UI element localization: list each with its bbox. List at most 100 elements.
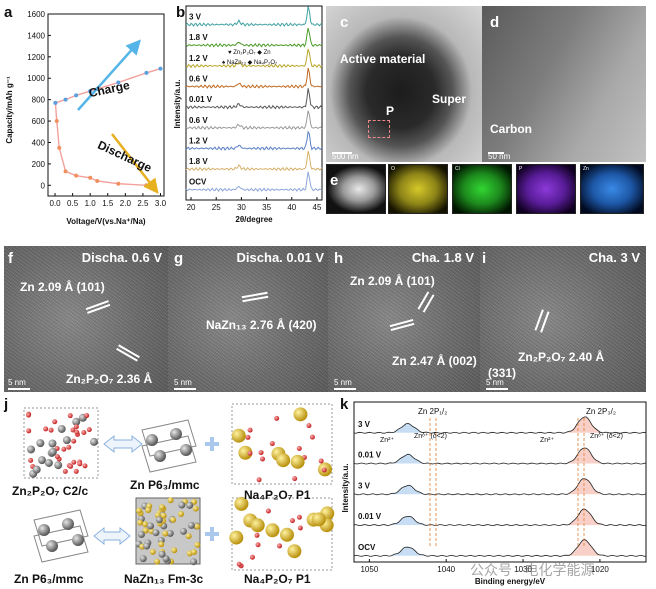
- atom: [274, 415, 280, 421]
- discharge-label: Discharge: [95, 138, 154, 175]
- b-xtick-label: 35: [262, 203, 271, 212]
- k-trace-label: 0.01 V: [358, 451, 382, 460]
- atom: [147, 522, 155, 530]
- b-trace-label: 1.8 V: [189, 33, 208, 42]
- selection-box: [368, 120, 390, 138]
- eds-map-dark: [326, 164, 386, 214]
- panel-g-scalebar: [174, 388, 196, 390]
- atom: [54, 454, 60, 460]
- atom: [179, 527, 187, 535]
- atom: [245, 434, 251, 440]
- k-trace: [353, 416, 647, 434]
- panel-c-scalebar: [332, 152, 352, 154]
- structure-label-5: NaZn₁₃ Fm-3c: [124, 572, 204, 586]
- atom: [73, 424, 79, 430]
- atom: [142, 527, 149, 534]
- atom: [48, 427, 54, 433]
- zn-delta-label-left: Znᵟ⁺ (δ<2): [414, 433, 447, 440]
- atom: [37, 456, 46, 465]
- panel-d-scale: 50 nm: [488, 152, 511, 161]
- atom: [73, 468, 79, 474]
- panel-a-label: a: [4, 4, 13, 21]
- atom: [269, 441, 275, 447]
- zn-delta-label-right: Znᵟ⁺ (δ<2): [590, 433, 623, 440]
- atom: [289, 518, 295, 524]
- panel-f-scale: 5 nm: [8, 378, 26, 387]
- atom: [86, 427, 92, 433]
- atom: [143, 542, 151, 550]
- a-ytick-label: 800: [32, 96, 46, 105]
- panel-k-xlabel: Binding energy/eV: [475, 577, 546, 586]
- a-data-point: [144, 183, 149, 188]
- eds-map-cl: Cl: [452, 164, 512, 214]
- b-trace-label: 1.2 V: [189, 136, 208, 145]
- atom: [178, 510, 185, 517]
- atom: [190, 558, 198, 566]
- atom: [293, 407, 308, 422]
- a-xtick-label: 1.5: [102, 199, 114, 208]
- atom: [57, 424, 66, 433]
- fringe-marker-g1: [241, 291, 269, 303]
- panel-f-image: f Discha. 0.6 V Zn 2.09 Å (101) Zn₂P₂O₇ …: [4, 246, 168, 392]
- a-xtick-label: 1.0: [85, 199, 97, 208]
- structure-zn2p2o7: [23, 407, 99, 479]
- panel-a-frame: [47, 13, 165, 197]
- panel-b-ylabel: Intensity/a.u.: [173, 80, 182, 129]
- b-trace: [185, 67, 323, 89]
- panel-h-note-1: Zn 2.09 Å (101): [350, 274, 435, 288]
- b-trace: [185, 88, 323, 110]
- panel-k-ylabel: Intensity/a.u.: [341, 464, 350, 513]
- a-data-point: [95, 179, 100, 184]
- panel-h-note-2: Zn 2.47 Å (002): [392, 354, 477, 368]
- plus-sign-top: [205, 437, 219, 451]
- atom: [296, 446, 302, 452]
- k-trace: [353, 478, 647, 496]
- structure-label-6: Na₄P₂O₇ P1: [244, 572, 311, 586]
- a-data-point: [63, 169, 68, 174]
- k-peak-fill: [553, 509, 616, 526]
- panel-c-label: c: [340, 14, 349, 31]
- atom: [43, 426, 49, 432]
- b-trace-label: 0.6 V: [189, 116, 208, 125]
- atom: [66, 444, 72, 450]
- atom: [28, 457, 34, 463]
- structure-label-3: Na₄P₂O₇ P1: [244, 488, 311, 502]
- atom: [279, 527, 294, 542]
- atom: [32, 465, 41, 474]
- panel-f-label: f: [8, 250, 13, 267]
- super-label: Super: [432, 92, 467, 106]
- k-trace: [353, 538, 647, 557]
- a-ytick-label: 1200: [27, 53, 45, 62]
- panel-g-note-1: NaZn₁₃ 2.76 Å (420): [206, 318, 317, 332]
- atom: [52, 419, 58, 425]
- atom: [247, 450, 253, 456]
- panel-d-image: d Carbon 50 nm: [482, 6, 646, 162]
- a-xtick-label: 0.0: [49, 199, 61, 208]
- a-data-point: [158, 66, 163, 71]
- atom: [191, 498, 198, 505]
- atom: [155, 516, 163, 524]
- atom: [142, 521, 149, 528]
- atom: [158, 504, 165, 511]
- panel-g-scale: 5 nm: [174, 378, 192, 387]
- k-trace-label: 0.01 V: [358, 512, 382, 521]
- charge-arrow: [77, 39, 141, 111]
- k-trace-label: 3 V: [358, 481, 371, 490]
- structure-nazn13: [135, 497, 201, 566]
- b-xtick-label: 25: [212, 203, 221, 212]
- atom: [192, 505, 199, 512]
- panel-c-scale: 500 nm: [332, 152, 359, 161]
- panel-h-label: h: [334, 250, 344, 267]
- panel-b-frame: [185, 5, 323, 201]
- double-arrow-bottom: [93, 526, 131, 546]
- a-ytick-label: 600: [32, 117, 46, 126]
- panel-j-structures: [23, 403, 335, 571]
- panel-a-xlabel: Voltage/V(vs.Na⁺/Na): [66, 217, 146, 226]
- b-xtick-label: 20: [187, 203, 196, 212]
- carbon-label: Carbon: [490, 122, 532, 136]
- zn2-label-left: Zn²⁺: [380, 437, 395, 444]
- atom: [154, 558, 161, 565]
- b-trace: [185, 27, 323, 48]
- atom: [81, 430, 87, 436]
- atom: [89, 437, 98, 446]
